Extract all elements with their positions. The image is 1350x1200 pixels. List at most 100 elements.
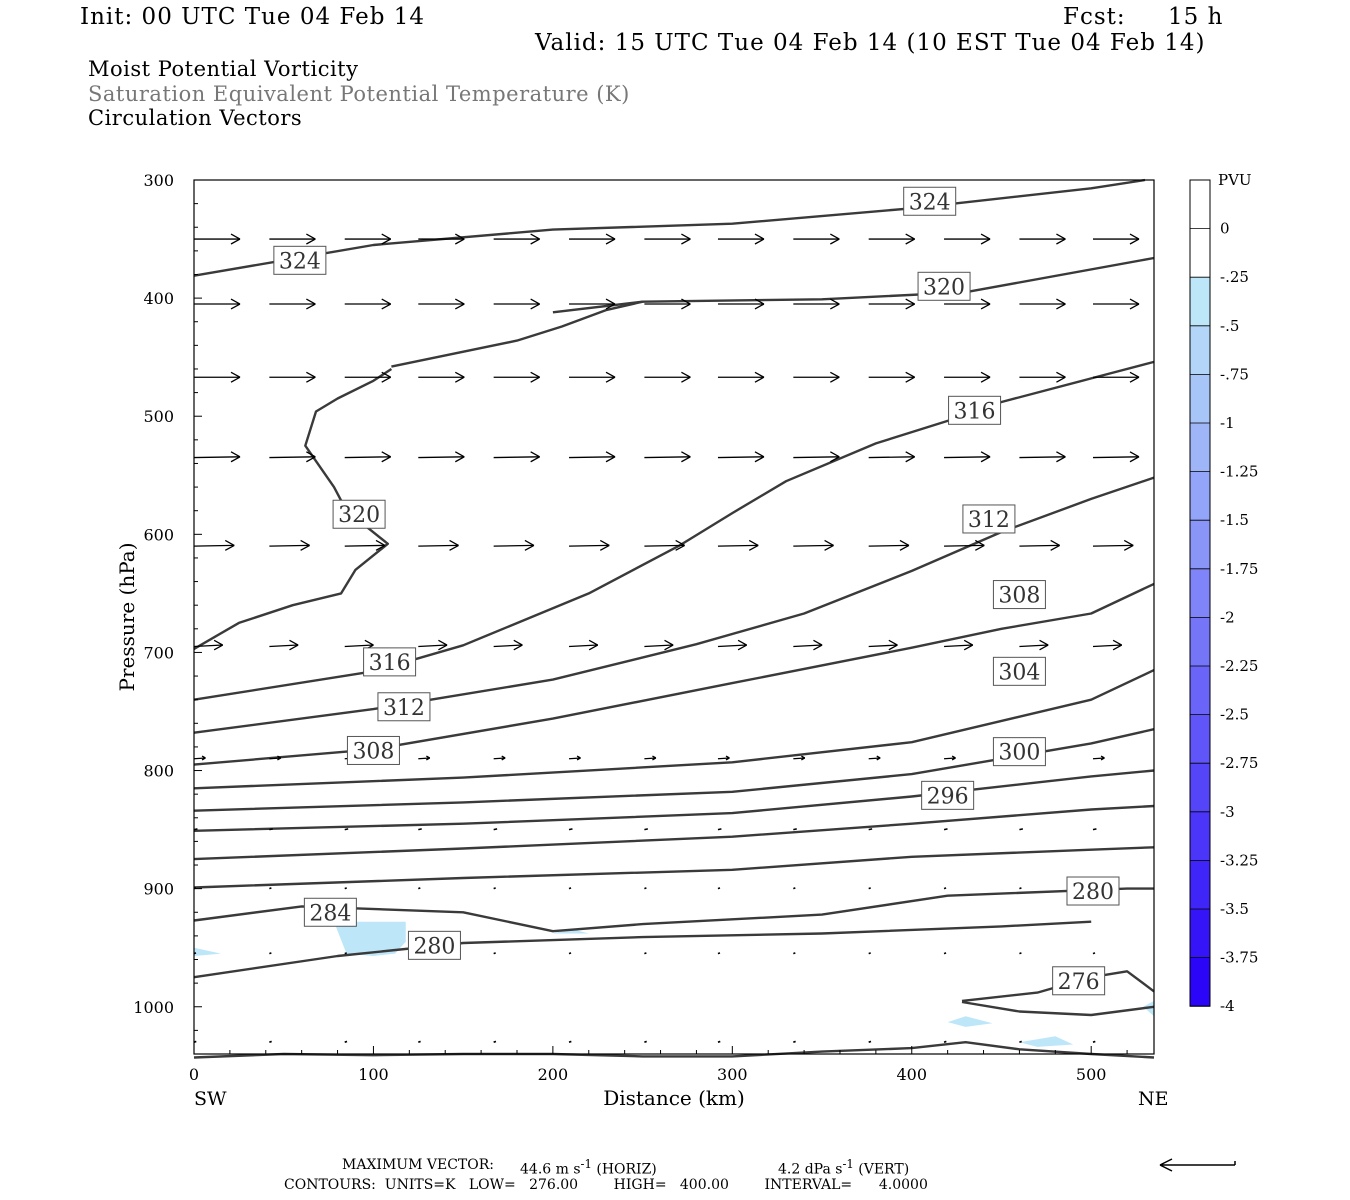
contour-label: 324 [273, 245, 327, 275]
y-tick-label: 700 [143, 643, 174, 662]
circulation-vector [717, 539, 759, 551]
field-title-pv: Moist Potential Vorticity [88, 57, 359, 81]
contour-label: 316 [948, 395, 1002, 425]
circulation-vector [793, 952, 796, 955]
circulation-vector [193, 539, 235, 551]
circulation-vector [344, 1040, 348, 1043]
colorbar-title: PVU [1218, 171, 1252, 189]
colorbar-label: -1.25 [1220, 463, 1258, 481]
theta-contour-304 [193, 669, 1155, 790]
circulation-vector [569, 451, 616, 463]
circulation-vector [944, 451, 991, 463]
colorbar-label: -3.5 [1220, 900, 1249, 918]
circulation-vector [943, 887, 947, 890]
contour-label: 276 [1052, 966, 1106, 996]
theta-contour-276 [961, 1000, 1155, 1017]
circulation-vector [344, 887, 348, 890]
max-vector-vert: 4.2 dPa s-1 (VERT) [778, 1157, 910, 1178]
circulation-vector [269, 298, 316, 310]
circulation-vector [944, 539, 985, 551]
circulation-vector [193, 639, 224, 651]
circulation-vector [644, 1040, 647, 1043]
circulation-vector [568, 755, 581, 761]
forecast-hour: 15 h [1168, 4, 1224, 30]
colorbar-label: -4 [1220, 997, 1235, 1015]
theta-contour-292 [193, 804, 1155, 861]
circulation-vector [1019, 371, 1066, 383]
contour-label-text: 280 [1072, 880, 1114, 905]
colorbar-label: -2.75 [1220, 754, 1258, 772]
circulation-vector [344, 952, 348, 955]
contour-label: 320 [332, 499, 386, 529]
circulation-vector-layer [193, 233, 1140, 1043]
circulation-vector [1092, 952, 1096, 955]
y-tick-label: 400 [143, 289, 174, 308]
circulation-vector [717, 639, 748, 651]
circulation-vector [717, 755, 730, 761]
theta-contour-288 [193, 846, 1155, 889]
circulation-vector [868, 298, 916, 310]
contour-label-text: 320 [923, 275, 965, 300]
circulation-vector [493, 755, 506, 761]
circulation-vector [943, 952, 947, 955]
circulation-vector [644, 755, 657, 761]
circulation-vector [418, 828, 422, 831]
contour-label-layer: 324 324 320 316 320 312 308 316 304 312 308 300 296 2… [273, 186, 1120, 996]
circulation-vector [1019, 233, 1066, 245]
colorbar-segment [1190, 666, 1210, 715]
contour-label-text: 284 [309, 901, 351, 926]
circulation-vector [868, 233, 916, 245]
circulation-vector [269, 371, 316, 383]
contour-label-text: 300 [998, 741, 1040, 766]
circulation-vector [344, 371, 392, 383]
colorbar-segment [1190, 714, 1210, 764]
circulation-vector [493, 828, 498, 831]
circulation-vector [793, 539, 834, 551]
colorbar-segment [1190, 811, 1210, 861]
circulation-vector [717, 371, 765, 383]
circulation-vector [193, 451, 241, 463]
circulation-vector [1092, 371, 1140, 383]
circulation-vector [1092, 298, 1140, 310]
vert-value: 4.2 dPa s [778, 1161, 843, 1178]
circulation-vector [344, 298, 392, 310]
circulation-vector [569, 298, 616, 310]
circulation-vector [1092, 639, 1123, 651]
circulation-vector [1019, 1040, 1022, 1043]
circulation-vector [418, 539, 459, 551]
circulation-vector [269, 755, 282, 761]
colorbar-label: -3 [1220, 803, 1235, 821]
contour-label: 312 [962, 504, 1016, 534]
contour-label-text: 312 [383, 696, 425, 721]
circulation-vector [568, 887, 572, 890]
circulation-vector [1019, 887, 1022, 890]
axis-layer: 0 100 200 300 400 500 300 400 500 600 700 800 900 100… [133, 171, 1128, 1084]
circulation-vector [943, 1040, 947, 1043]
contour-label: 324 [903, 186, 957, 216]
x-tick-label: 0 [189, 1065, 199, 1084]
circulation-vector [418, 1040, 421, 1043]
contour-label-text: 312 [968, 508, 1010, 533]
circulation-vector [194, 371, 241, 383]
circulation-vector [568, 828, 573, 831]
theta-contour-320 [391, 300, 643, 368]
circulation-vector [493, 233, 540, 245]
colorbar-label: -.5 [1220, 317, 1239, 335]
contour-label: 316 [363, 647, 417, 677]
circulation-vector [644, 451, 691, 463]
sw-end-label: SW [194, 1088, 227, 1110]
circulation-vector [793, 371, 840, 383]
pv-region [333, 921, 406, 956]
colorbar-segment [1190, 568, 1210, 618]
circulation-vector [344, 539, 386, 551]
y-tick-label: 300 [143, 171, 174, 190]
circulation-vector [568, 952, 572, 955]
contour-label: 308 [346, 735, 400, 765]
theta-contour-296 [193, 769, 1155, 832]
circulation-vector [944, 298, 991, 310]
reference-vector-arrow [1159, 1158, 1236, 1172]
circulation-vector [717, 298, 765, 310]
colorbar-segment [1190, 180, 1210, 229]
circulation-vector [793, 233, 840, 245]
circulation-vector [1092, 755, 1105, 761]
